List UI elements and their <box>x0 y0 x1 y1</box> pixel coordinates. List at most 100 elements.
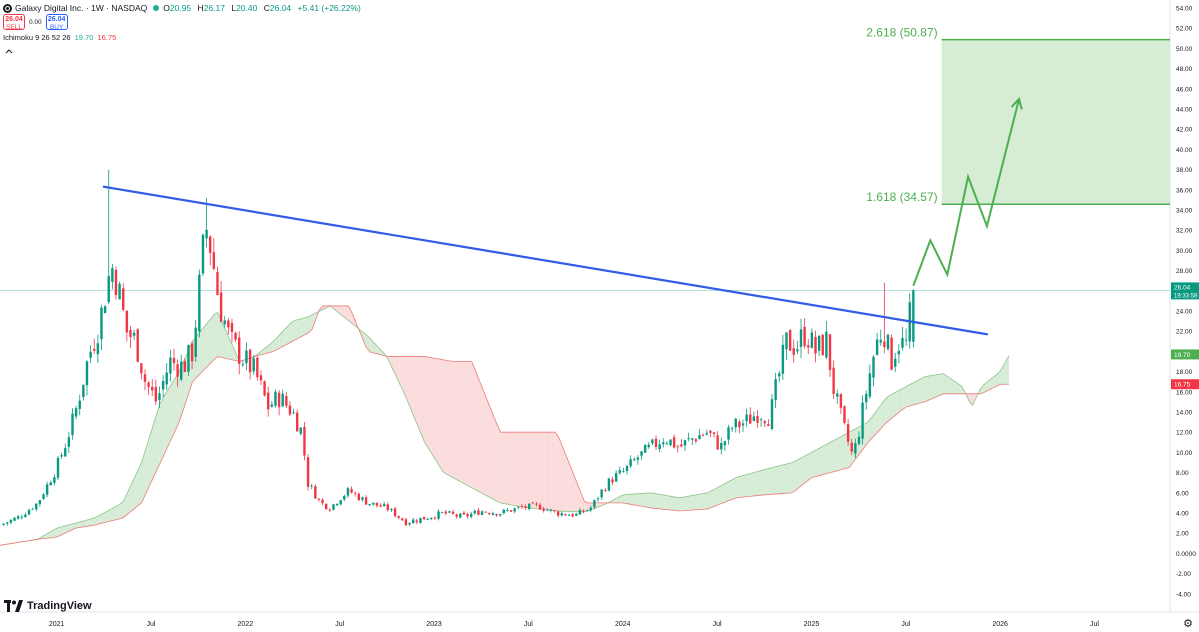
symbol-title[interactable]: Galaxy Digital Inc. · 1W · NASDAQ <box>15 2 147 14</box>
candle-body <box>71 414 73 436</box>
candle-body <box>477 510 479 515</box>
candle-body <box>571 514 573 516</box>
ichimoku-cloud-segment <box>461 362 465 484</box>
ichimoku-cloud-segment <box>697 494 701 510</box>
candle-body <box>539 505 541 510</box>
ichimoku-cloud-segment <box>708 491 712 509</box>
ichimoku-cloud-segment <box>740 475 744 497</box>
candle-body <box>604 490 606 491</box>
candle-body <box>50 482 52 485</box>
time-axis-tick: Jul <box>1090 621 1099 628</box>
candle-body <box>423 517 425 520</box>
candle-body <box>379 505 381 506</box>
ichimoku-cloud-segment <box>113 506 117 520</box>
ichimoku-cloud-segment <box>700 493 704 509</box>
ichimoku-cloud-segment <box>900 388 904 412</box>
candle-body <box>542 509 544 511</box>
candle-body <box>144 374 146 382</box>
ichimoku-cloud-segment <box>737 476 741 497</box>
ichimoku-cloud-segment <box>947 376 951 394</box>
settings-gear-icon[interactable]: ⚙ <box>1183 617 1193 630</box>
candle-body <box>466 514 468 516</box>
candle-body <box>361 497 363 500</box>
candle-body <box>546 510 548 511</box>
candle-body <box>151 387 153 390</box>
buy-button[interactable]: 26.04 BUY <box>46 14 68 30</box>
candle-body <box>499 514 501 515</box>
candle-body <box>521 506 523 507</box>
sell-label: SELL <box>4 24 24 32</box>
candle-body <box>318 499 320 500</box>
fib-target-zone[interactable] <box>942 40 1170 205</box>
candle-body <box>249 350 251 372</box>
ichimoku-cloud-segment <box>744 474 748 497</box>
candle-body <box>343 496 345 499</box>
candle-body <box>825 332 827 358</box>
sell-button[interactable]: 26.04 SELL <box>3 14 25 30</box>
candle-body <box>122 288 124 309</box>
collapse-legend-icon[interactable] <box>4 47 14 55</box>
tradingview-logo[interactable]: TradingView <box>4 600 92 612</box>
candle-body <box>586 510 588 511</box>
ichimoku-cloud-segment <box>131 478 135 512</box>
candle-body <box>818 336 820 351</box>
candle-body <box>709 431 711 433</box>
ichimoku-cloud-segment <box>922 377 926 403</box>
ichimoku-cloud-segment <box>893 392 897 418</box>
ichimoku-cloud-segment <box>523 432 527 507</box>
candle-body <box>82 385 84 397</box>
candle-body <box>267 393 269 410</box>
candle-body <box>760 419 762 420</box>
ichimoku-cloud-segment <box>788 463 792 493</box>
ichimoku-cloud-segment <box>835 438 839 471</box>
candle-body <box>28 510 30 515</box>
ichimoku-cloud-segment <box>472 362 476 490</box>
candle-body <box>137 329 139 361</box>
ichimoku-cloud-segment <box>490 407 494 500</box>
candle-body <box>336 504 338 505</box>
ichimoku-cloud-segment <box>766 468 770 494</box>
ichimoku-cloud-segment <box>160 397 164 464</box>
candle-body <box>31 509 33 510</box>
ichimoku-cloud-segment <box>450 361 454 478</box>
ichimoku-cloud-segment <box>515 432 519 506</box>
candle-body <box>481 511 483 515</box>
candle-body <box>35 504 37 510</box>
candle-body <box>376 503 378 506</box>
indicator-legend[interactable]: Ichimoku 9 26 52 26 19.70 16.75 <box>3 33 116 42</box>
ichimoku-cloud-segment <box>769 467 773 494</box>
candle-body <box>724 441 726 445</box>
ichimoku-cloud-segment <box>548 432 552 510</box>
indicator-label: Ichimoku 9 26 52 26 <box>3 33 71 42</box>
ichimoku-cloud-segment <box>116 504 120 519</box>
candle-body <box>753 416 755 421</box>
ichimoku-cloud-segment <box>813 450 817 478</box>
high-value: 26.17 <box>204 3 225 13</box>
candle-body <box>629 459 631 466</box>
candle-body <box>394 508 396 516</box>
candle-body <box>789 330 791 351</box>
candle-body <box>390 509 392 510</box>
ichimoku-cloud-segment <box>791 461 795 493</box>
price-axis-tick: 36.00 <box>1176 187 1193 194</box>
candle-body <box>633 459 635 460</box>
candle-body <box>651 439 653 443</box>
candle-body <box>474 511 476 513</box>
candle-body <box>234 333 236 340</box>
candle-body <box>416 521 418 522</box>
candle-body <box>46 484 48 494</box>
candle-body <box>738 422 740 428</box>
candle-body <box>532 503 534 504</box>
trendline[interactable] <box>104 187 987 334</box>
candle-body <box>880 340 882 343</box>
ichimoku-cloud-segment <box>929 375 933 400</box>
candle-body <box>253 358 255 371</box>
candle-body <box>231 323 233 332</box>
candle-body <box>814 337 816 354</box>
time-axis-tick: Jul <box>335 621 344 628</box>
ichimoku-cloud-segment <box>944 374 948 394</box>
candle-body <box>115 270 117 295</box>
candle-body <box>166 373 168 385</box>
candle-body <box>397 516 399 518</box>
